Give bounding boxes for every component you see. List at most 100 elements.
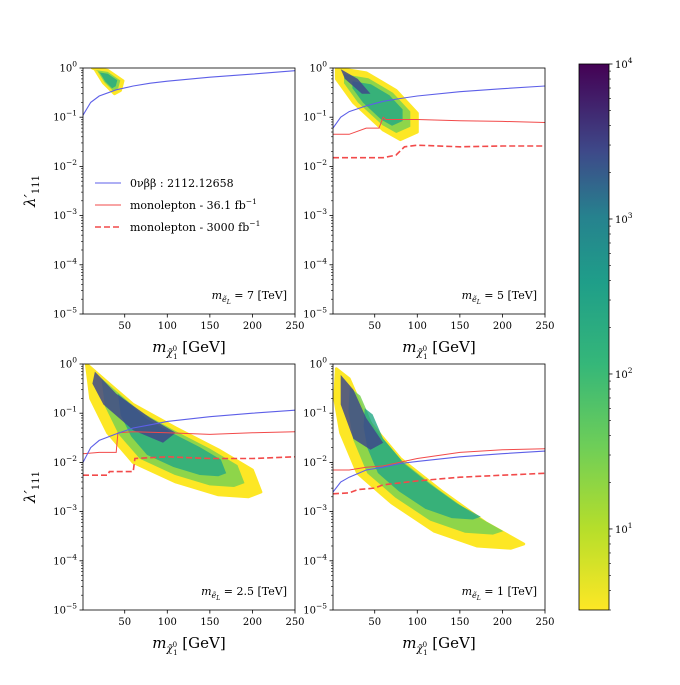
mass-label-sub: ẽ xyxy=(472,295,477,304)
legend-label: monolepton - 36.1 fb−1 xyxy=(130,197,257,212)
y-tick-mantissa: 10 xyxy=(53,310,66,321)
y-tick-label: 10−5 xyxy=(303,602,327,617)
y-tick-label: 100 xyxy=(59,60,77,75)
y-tick-label: 10−3 xyxy=(53,503,77,518)
mass-label-m: m xyxy=(201,585,211,598)
y-tick-label: 100 xyxy=(309,356,327,371)
panel-7TeV: 50 100 150 200 25010−510−410−310−210−1100mẽL… xyxy=(21,60,305,362)
y-tick-exponent: −1 xyxy=(316,109,327,118)
panel-frame xyxy=(332,67,546,315)
panel-frame xyxy=(332,363,546,611)
panel-frame xyxy=(82,363,296,611)
x-tick-label: 200 xyxy=(243,617,262,628)
y-tick-label: 10−2 xyxy=(53,158,77,173)
y-tick-label: 10−1 xyxy=(53,405,77,420)
x-label-unit: [GeV] xyxy=(428,634,476,652)
x-tick-label: 100 xyxy=(408,321,427,332)
density-region-core xyxy=(340,374,384,450)
density-region-core xyxy=(92,371,176,443)
y-tick-label: 10−5 xyxy=(53,306,77,321)
y-tick-exponent: −1 xyxy=(316,405,327,414)
legend-label-text: 0νββ : 2112.12658 xyxy=(130,177,234,190)
mass-label: mẽL = 7 [TeV] xyxy=(212,289,287,306)
panel-5TeV: 50 100 150 200 25010−510−410−310−210−1100mẽL… xyxy=(303,60,554,362)
y-label-lambda: λ′ xyxy=(21,194,39,209)
mass-label-value: = 7 [TeV] xyxy=(231,289,287,302)
y-tick-mantissa: 10 xyxy=(53,606,66,617)
x-tick-label: 100 xyxy=(158,321,177,332)
y-tick-exponent: −5 xyxy=(66,306,77,315)
y-axis-label: λ′111 xyxy=(21,471,42,504)
colorbar-tick-exponent: 3 xyxy=(628,211,633,220)
y-tick-exponent: −3 xyxy=(66,503,77,512)
y-tick-mantissa: 10 xyxy=(59,64,72,75)
monolepton-3000-line xyxy=(333,472,545,495)
y-label-lambda: λ′ xyxy=(21,490,39,505)
y-tick-label: 10−2 xyxy=(303,158,327,173)
panels-layer: 50 100 150 200 25010−510−410−310−210−1100mẽL… xyxy=(21,60,555,658)
y-tick-label: 10−1 xyxy=(303,109,327,124)
x-tick-label: 150 xyxy=(200,617,219,628)
colorbar-tick-label: 102 xyxy=(615,366,633,381)
density-region-inner xyxy=(98,72,118,89)
colorbar: 101 102 103 104 xyxy=(578,56,633,611)
y-tick-exponent: −2 xyxy=(316,454,327,463)
colorbar-tick-exponent: 4 xyxy=(628,56,633,65)
y-tick-exponent: −3 xyxy=(66,207,77,216)
x-label-m: m xyxy=(402,634,416,652)
colorbar-tick-label: 101 xyxy=(615,521,633,536)
density-layer xyxy=(333,367,526,550)
limit-lines xyxy=(333,85,545,159)
zero-nubb-line xyxy=(333,85,545,129)
mass-label-value: = 2.5 [TeV] xyxy=(220,585,287,598)
colorbar-tick-exponent: 2 xyxy=(628,366,633,375)
y-tick-exponent: −2 xyxy=(66,158,77,167)
y-tick-mantissa: 10 xyxy=(303,162,316,173)
y-tick-mantissa: 10 xyxy=(303,507,316,518)
y-tick-label: 100 xyxy=(309,60,327,75)
y-tick-label: 10−1 xyxy=(53,109,77,124)
monolepton-36-line xyxy=(83,431,295,455)
legend-label-text: monolepton - 36.1 fb xyxy=(130,199,246,212)
monolepton-36-line xyxy=(333,448,545,471)
y-tick-exponent: −5 xyxy=(316,602,327,611)
x-label-sup: 0 xyxy=(173,641,177,649)
x-label-sub: 1 xyxy=(423,353,427,361)
mass-label-sub: ẽ xyxy=(212,591,217,600)
x-label-chi: χ̃ xyxy=(416,644,424,655)
legend-label: 0νββ : 2112.12658 xyxy=(130,177,234,190)
mass-label-m: m xyxy=(212,289,222,302)
y-axis-label: λ′111 xyxy=(21,175,42,208)
y-tick-mantissa: 10 xyxy=(303,409,316,420)
legend-entry-0nubb: 0νββ : 2112.12658 xyxy=(95,177,234,190)
y-tick-label: 10−4 xyxy=(53,552,77,567)
x-axis-label: mχ̃0 1 [GeV] xyxy=(402,634,475,657)
y-tick-exponent: −4 xyxy=(316,256,327,265)
x-tick-label: 200 xyxy=(493,321,512,332)
colorbar-tick-label: 103 xyxy=(615,211,633,226)
y-tick-label: 10−1 xyxy=(303,405,327,420)
x-tick-label: 250 xyxy=(535,617,554,628)
y-tick-label: 10−3 xyxy=(303,503,327,518)
mass-label-m: m xyxy=(462,289,472,302)
x-tick-label: 150 xyxy=(450,321,469,332)
x-label-m: m xyxy=(152,338,166,356)
x-axis-label: mχ̃0 1 [GeV] xyxy=(152,634,225,657)
y-tick-exponent: −1 xyxy=(66,109,77,118)
y-tick-exponent: −5 xyxy=(316,306,327,315)
mass-label-sub: ẽ xyxy=(472,591,477,600)
x-tick-label: 100 xyxy=(158,617,177,628)
mass-label-subsub: L xyxy=(215,595,220,602)
density-layer xyxy=(334,68,419,142)
x-axis-label: mχ̃0 1 [GeV] xyxy=(402,338,475,361)
legend-entry-monolepton-36: monolepton - 36.1 fb−1 xyxy=(95,197,257,212)
mass-label-value: = 1 [TeV] xyxy=(481,585,537,598)
y-tick-label: 10−5 xyxy=(303,306,327,321)
colorbar-tick-label: 104 xyxy=(615,56,633,71)
y-tick-mantissa: 10 xyxy=(53,507,66,518)
mass-label: mẽL = 2.5 [TeV] xyxy=(201,585,287,602)
mass-label-subsub: L xyxy=(226,299,231,306)
limit-lines xyxy=(83,70,295,116)
limit-lines xyxy=(83,409,295,476)
mass-label: mẽL = 5 [TeV] xyxy=(462,289,537,306)
